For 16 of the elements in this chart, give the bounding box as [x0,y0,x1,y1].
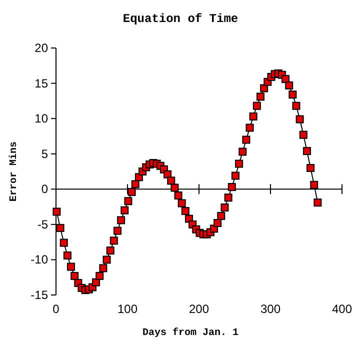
chart-title: Equation of Time [122,12,238,26]
y-tick-label: -5 [37,217,48,232]
y-tick-label: 5 [41,146,48,161]
y-axis-title: Error Mins [8,141,20,202]
y-tick-label: 0 [41,182,48,196]
x-tick-label: 300 [260,302,281,316]
x-tick-label: 100 [117,302,138,316]
y-tick-label: -10 [30,252,48,267]
y-tick-label: -15 [30,288,48,302]
y-tick-label: 10 [34,112,48,126]
x-axis-title: Days from Jan. 1 [142,327,239,339]
x-tick-label: 200 [188,302,210,316]
y-tick-label: 15 [34,76,48,90]
x-tick-label: 400 [332,302,352,316]
x-tick-label: 0 [52,302,60,316]
y-tick-label: 20 [34,41,48,55]
